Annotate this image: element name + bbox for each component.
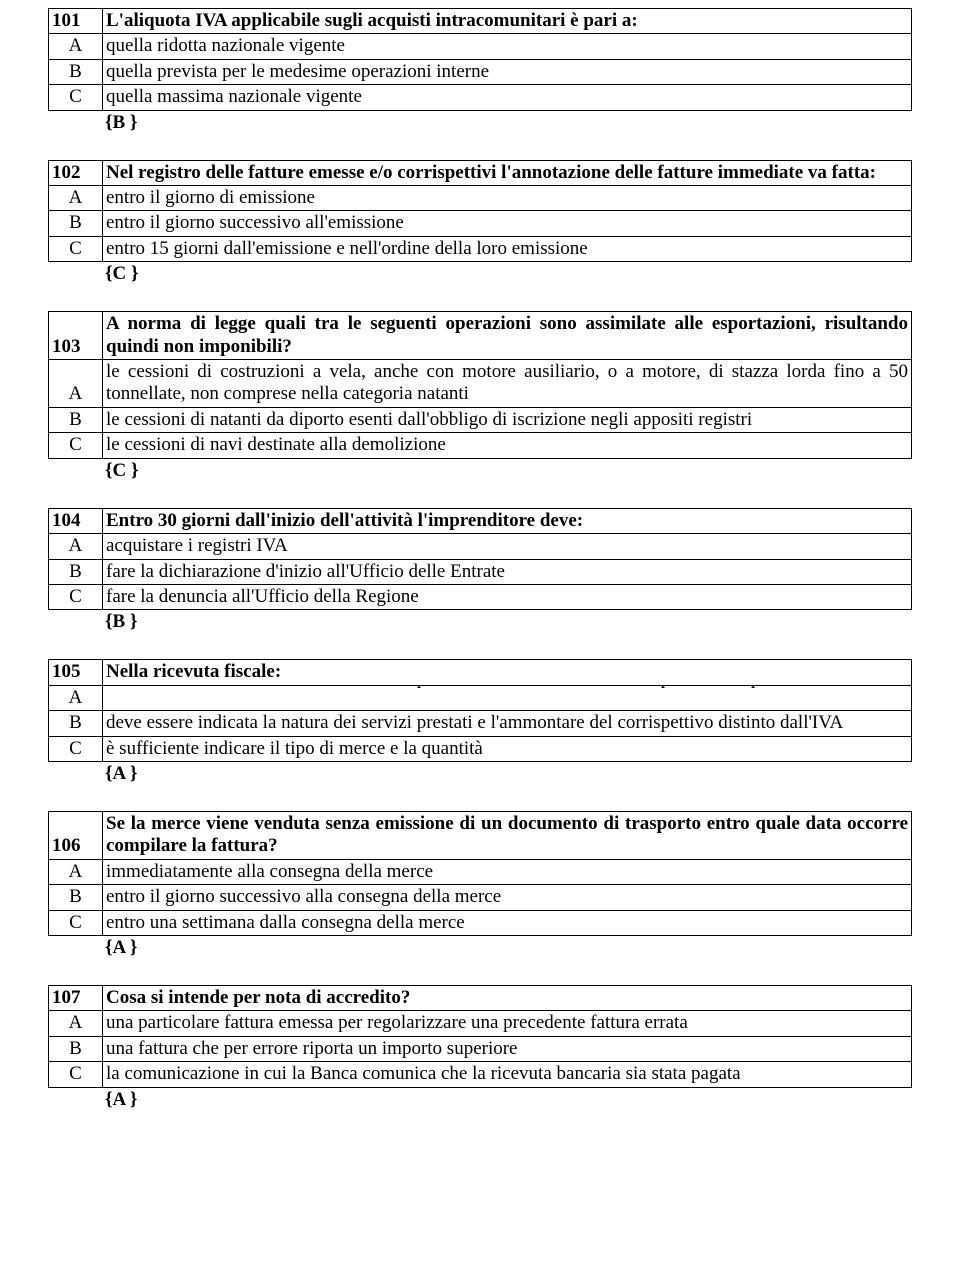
question-table: 107 Cosa si intende per nota di accredit… [48, 985, 912, 1088]
option-label: A [49, 534, 103, 559]
answer-key: {B } [48, 111, 912, 134]
answer-key: {A } [48, 762, 912, 785]
option-label: B [49, 885, 103, 910]
option-label: C [49, 1062, 103, 1087]
question-block: 107 Cosa si intende per nota di accredit… [48, 985, 912, 1111]
option-text: immediatamente alla consegna della merce [103, 859, 912, 884]
option-label: C [49, 736, 103, 761]
question-table: 101 L'aliquota IVA applicabile sugli acq… [48, 8, 912, 111]
answer-key: {C } [48, 262, 912, 285]
answer-key: {C } [48, 459, 912, 482]
question-text: Entro 30 giorni dall'inizio dell'attivit… [103, 508, 912, 533]
option-text: una fattura che per errore riporta un im… [103, 1036, 912, 1061]
option-text: è sufficiente indicare il tipo di merce … [103, 736, 912, 761]
question-text: Cosa si intende per nota di accredito? [103, 985, 912, 1010]
question-number: 107 [49, 985, 103, 1010]
option-text: quella ridotta nazionale vigente [103, 34, 912, 59]
option-label: C [49, 85, 103, 110]
option-text: una particolare fattura emessa per regol… [103, 1011, 912, 1036]
option-text: le cessioni di navi destinate alla demol… [103, 433, 912, 458]
question-table: 103 A norma di legge quali tra le seguen… [48, 311, 912, 458]
option-label: C [49, 910, 103, 935]
option-label: A [49, 685, 103, 710]
option-label: B [49, 407, 103, 432]
option-text: entro il giorno successivo all'emissione [103, 211, 912, 236]
question-block: 105 Nella ricevuta fiscale: A deve esser… [48, 659, 912, 785]
option-label: A [49, 186, 103, 211]
question-block: 104 Entro 30 giorni dall'inizio dell'att… [48, 508, 912, 634]
option-label: B [49, 711, 103, 736]
option-label: C [49, 584, 103, 609]
question-text: Nella ricevuta fiscale: [103, 660, 912, 685]
answer-key: {A } [48, 1088, 912, 1111]
question-text: Se la merce viene venduta senza emission… [103, 811, 912, 859]
question-table: 105 Nella ricevuta fiscale: A deve esser… [48, 659, 912, 762]
question-block: 101 L'aliquota IVA applicabile sugli acq… [48, 8, 912, 134]
question-table: 106 Se la merce viene venduta senza emis… [48, 811, 912, 936]
option-label: A [49, 859, 103, 884]
option-text: fare la denuncia all'Ufficio della Regio… [103, 584, 912, 609]
option-text: entro una settimana dalla consegna della… [103, 910, 912, 935]
option-text: quella massima nazionale vigente [103, 85, 912, 110]
option-text: le cessioni di natanti da diporto esenti… [103, 407, 912, 432]
question-table: 102 Nel registro delle fatture emesse e/… [48, 160, 912, 263]
option-text: fare la dichiarazione d'inizio all'Uffic… [103, 559, 912, 584]
option-text: quella prevista per le medesime operazio… [103, 59, 912, 84]
option-text: deve essere indicata la natura dei servi… [103, 711, 912, 736]
question-text: L'aliquota IVA applicabile sugli acquist… [103, 9, 912, 34]
option-label: A [49, 34, 103, 59]
question-block: 106 Se la merce viene venduta senza emis… [48, 811, 912, 959]
question-number: 104 [49, 508, 103, 533]
question-text: A norma di legge quali tra le seguenti o… [103, 312, 912, 360]
option-text: entro 15 giorni dall'emissione e nell'or… [103, 236, 912, 261]
option-label: A [49, 360, 103, 408]
option-text: entro il giorno successivo alla consegna… [103, 885, 912, 910]
option-text: acquistare i registri IVA [103, 534, 912, 559]
question-text: Nel registro delle fatture emesse e/o co… [103, 160, 912, 185]
question-number: 106 [49, 811, 103, 859]
option-text: le cessioni di costruzioni a vela, anche… [103, 360, 912, 408]
question-number: 103 [49, 312, 103, 360]
answer-key: {A } [48, 936, 912, 959]
option-label: C [49, 433, 103, 458]
option-text-clipped: deve essere indicata la natura dei servi… [103, 685, 912, 710]
question-number: 105 [49, 660, 103, 685]
answer-key: {B } [48, 610, 912, 633]
option-label: B [49, 211, 103, 236]
option-label: C [49, 236, 103, 261]
option-label: A [49, 1011, 103, 1036]
option-text: entro il giorno di emissione [103, 186, 912, 211]
question-number: 101 [49, 9, 103, 34]
question-table: 104 Entro 30 giorni dall'inizio dell'att… [48, 508, 912, 611]
option-label: B [49, 59, 103, 84]
option-label: B [49, 559, 103, 584]
question-number: 102 [49, 160, 103, 185]
option-text: la comunicazione in cui la Banca comunic… [103, 1062, 912, 1087]
question-block: 102 Nel registro delle fatture emesse e/… [48, 160, 912, 286]
question-block: 103 A norma di legge quali tra le seguen… [48, 311, 912, 481]
option-label: B [49, 1036, 103, 1061]
